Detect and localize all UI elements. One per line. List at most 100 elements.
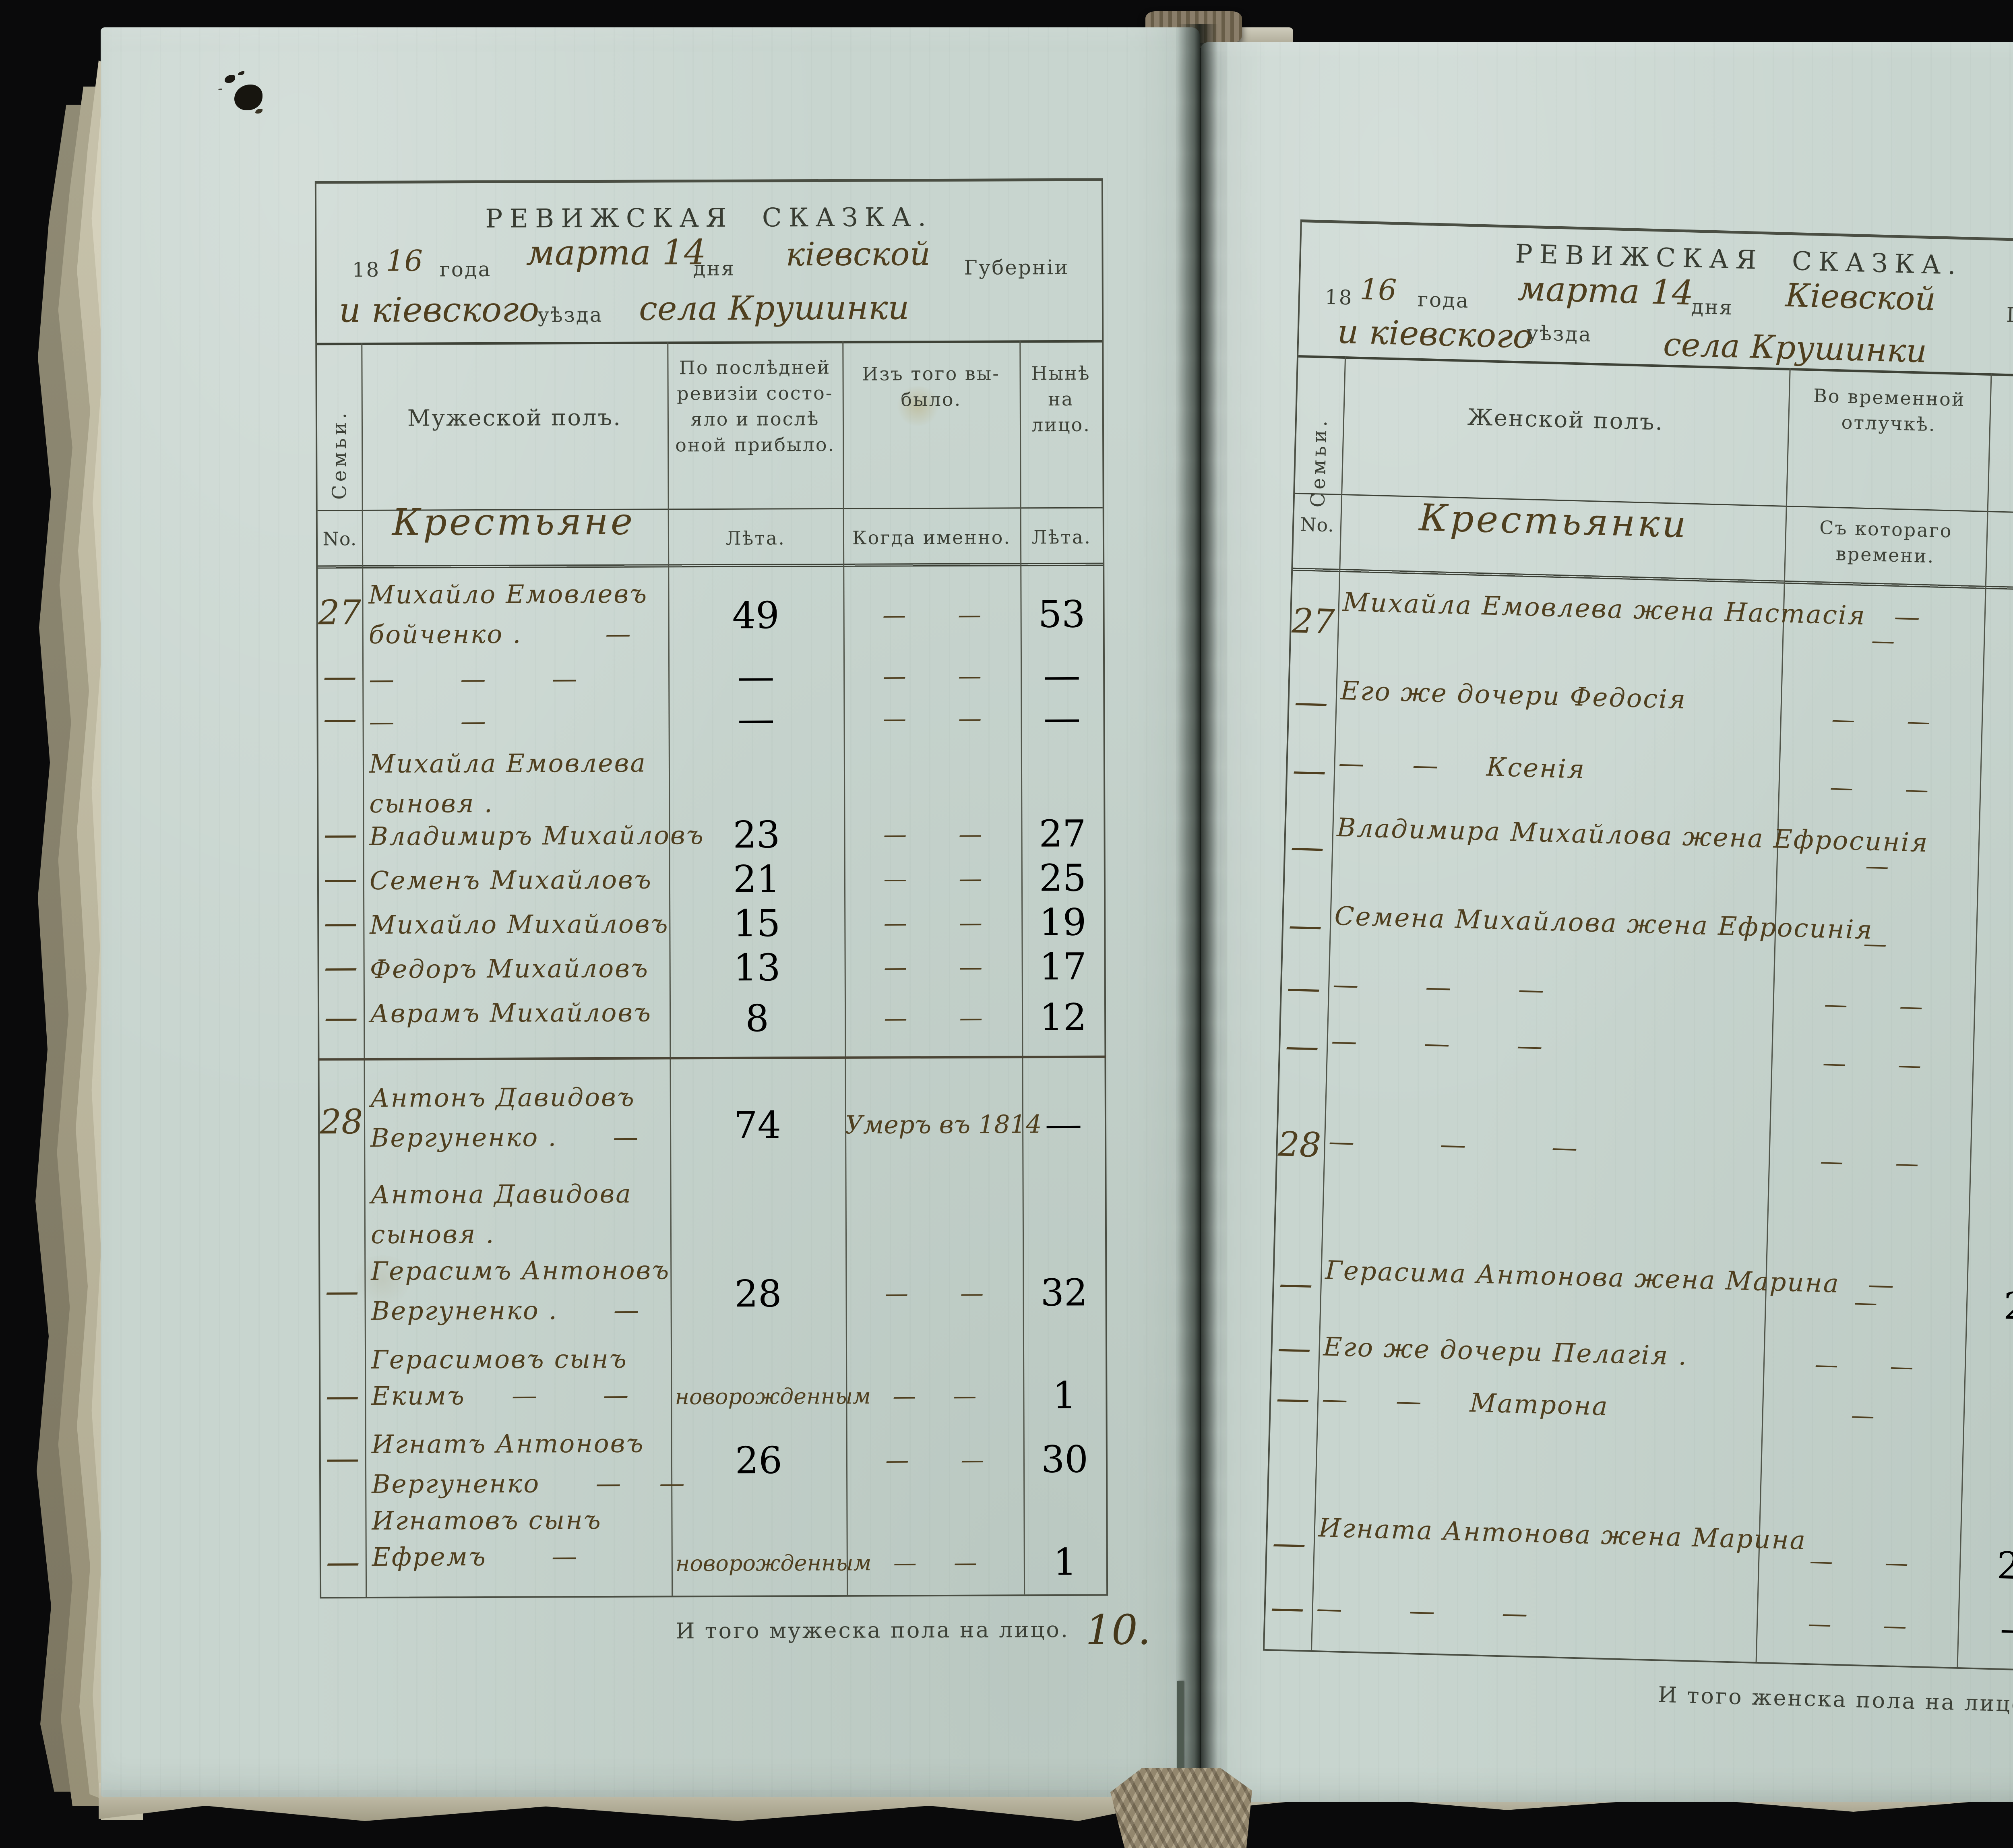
table-row: — Аврамъ Михайловъ 8 — — 12 <box>319 986 1104 1046</box>
cell-when: — — <box>882 601 982 629</box>
cell-now: 53 <box>1038 592 1085 636</box>
name-line: Екимъ — — <box>371 1380 630 1411</box>
cell-name: Игнатъ Антоновъ Вергуненко — — <box>372 1423 686 1504</box>
female-census-table: РЕВИЖСКАЯ СКАЗКА. 18 16 года марта 14 дн… <box>1263 219 2013 1717</box>
cell-prev: 49 <box>732 593 779 637</box>
name-line: — — — <box>1316 1594 1529 1629</box>
cell-when: — — <box>884 1004 983 1032</box>
page-gutter <box>1178 24 1218 1804</box>
cell-name: Федоръ Михайловъ <box>370 949 649 989</box>
cell-when: — — <box>1819 1147 1919 1177</box>
cell-no: — <box>1290 826 1325 867</box>
table-row: — Екимъ — — новорожденным — — 1 <box>320 1369 1106 1420</box>
cell-now: 30 <box>1041 1437 1089 1481</box>
year-handwritten: 16 <box>1359 272 1397 307</box>
cell-no: — <box>325 1376 360 1416</box>
cell-now: 19 <box>1039 900 1087 944</box>
name-line: Аврамъ Михайловъ <box>370 998 652 1028</box>
cell-now: 12 <box>1039 996 1087 1039</box>
cell-no: — <box>1277 1327 1312 1368</box>
table-row: — — — — — — — — <box>318 652 1103 699</box>
cell-when: — — <box>882 704 982 732</box>
cell-prev: 15 <box>733 901 781 945</box>
table-row: Михайла Емовлева сыновя . <box>318 737 1104 819</box>
name-line: — — Ксенія <box>1338 748 1586 785</box>
cell-prev: — <box>737 655 775 699</box>
cell-when: — — <box>884 953 983 981</box>
year-printed: 18 <box>352 258 380 282</box>
day-label: дня <box>693 256 736 281</box>
name-line: Его же дочери Пелагія . <box>1323 1332 1689 1372</box>
table-row: 28 Антонъ Давидовъ Вергуненко . — 74 Умеръ в… <box>320 1071 1105 1170</box>
cell-name: — — Ксенія <box>1338 744 1586 790</box>
table-row: Антона Давидова сыновя . <box>320 1168 1105 1249</box>
cell-when: — — <box>883 820 982 848</box>
month-day-handwritten: марта 14 <box>1517 269 1694 313</box>
table-row: Герасимовъ сынъ <box>320 1333 1106 1375</box>
table-row: 27 Михайло Емовлевъ бойченко . — 49 — — 53 <box>318 568 1103 655</box>
cell-no: — <box>325 1438 360 1478</box>
cell-no: — <box>322 656 357 696</box>
cell-no: — <box>325 1271 359 1311</box>
cell-when: Умеръ въ 1814 <box>845 1109 1042 1140</box>
cell-name: Игната Антонова жена Марина <box>1318 1508 1807 1561</box>
cell-now: — <box>1972 986 2013 1033</box>
cell-name: Антона Давидова сыновя . <box>370 1174 632 1255</box>
cell-now: 1 <box>1052 1374 1077 1417</box>
cell-no: 27 <box>1291 601 1335 642</box>
cell-name: Его же дочери Пелагія . <box>1323 1327 1688 1377</box>
col-now-present: Нынѣ на лицо. <box>1991 387 2013 444</box>
cell-name: — — — <box>369 659 579 699</box>
cell-name: Владимиръ Михайловъ <box>369 815 704 856</box>
cell-prev: 21 <box>733 857 781 901</box>
table-row: — Герасимъ Антоновъ Вергуненко . — 28 — — 32 <box>320 1244 1106 1335</box>
cell-prev: 13 <box>733 946 781 989</box>
page-title: РЕВИЖСКАЯ СКАЗКА. <box>485 203 933 234</box>
cell-now: — <box>1999 1607 2013 1651</box>
name-line: Его же дочери Федосія <box>1340 676 1687 715</box>
cell-now: 25 <box>1039 856 1087 900</box>
bookmark-ribbon <box>1110 1768 1252 1848</box>
cell-no: — <box>1271 1523 1307 1563</box>
name-line: Герасимъ Антоновъ <box>371 1255 670 1286</box>
village-handwritten: села Крушинки <box>1662 325 1928 370</box>
cell-no: 28 <box>320 1102 363 1142</box>
cell-prev: 74 <box>734 1103 781 1147</box>
cell-name: Михайло Михайловъ <box>370 904 669 945</box>
uyezd-label: уѣзда <box>537 303 603 327</box>
cell-now: 32 <box>1040 1271 1088 1315</box>
cell-when: — — <box>885 1279 984 1307</box>
cell-prev: — <box>737 697 775 741</box>
col-now-present: Нынѣ на лицо. <box>1031 362 1091 436</box>
cell-when: — — <box>1807 1610 1907 1640</box>
cell-when: — <box>1871 626 1895 655</box>
cell-no: — <box>326 1542 360 1581</box>
ink-blot <box>234 85 262 110</box>
cell-no: — <box>1288 905 1323 946</box>
cell-name: Ефремъ — <box>372 1536 579 1577</box>
col-female-sex: Женской полъ. <box>1467 404 1664 436</box>
cell-now: 25 <box>1996 1544 2013 1588</box>
table-row: — — — — — — — <box>318 695 1103 740</box>
right-page: РЕВИЖСКАЯ СКАЗКА. 18 16 года марта 14 дн… <box>1201 42 2013 1802</box>
cell-when: — <box>1865 852 1889 880</box>
name-line: — — — <box>1328 1127 1579 1163</box>
name-line: Антонъ Давидовъ <box>370 1082 635 1113</box>
cell-now: 22 <box>1974 924 2013 971</box>
table-row: — Владимиръ Михайловъ 23 — — 27 <box>318 809 1104 856</box>
name-line: Игнатъ Антоновъ <box>371 1428 645 1459</box>
cell-no: — <box>1275 1378 1310 1418</box>
cell-when: — — <box>1824 990 1923 1021</box>
name-line: — — — <box>1331 1026 1544 1062</box>
cell-when: — — <box>1831 705 1931 736</box>
cell-name: — — <box>369 701 487 742</box>
cell-prev: новорожденным <box>675 1383 871 1410</box>
cell-no: — <box>324 947 358 987</box>
cell-now: 9 <box>1978 769 2013 816</box>
col-last-revision: По послѣдней ревизіи состо- яло и послѣ … <box>675 356 835 456</box>
table-row: — Ефремъ — новорожденным — — 1 <box>321 1530 1106 1591</box>
family-divider <box>319 1043 1104 1074</box>
cell-now: — <box>1045 1102 1082 1146</box>
table-row: — Игнатъ Антоновъ Вергуненко — —26— —30 <box>321 1417 1106 1499</box>
